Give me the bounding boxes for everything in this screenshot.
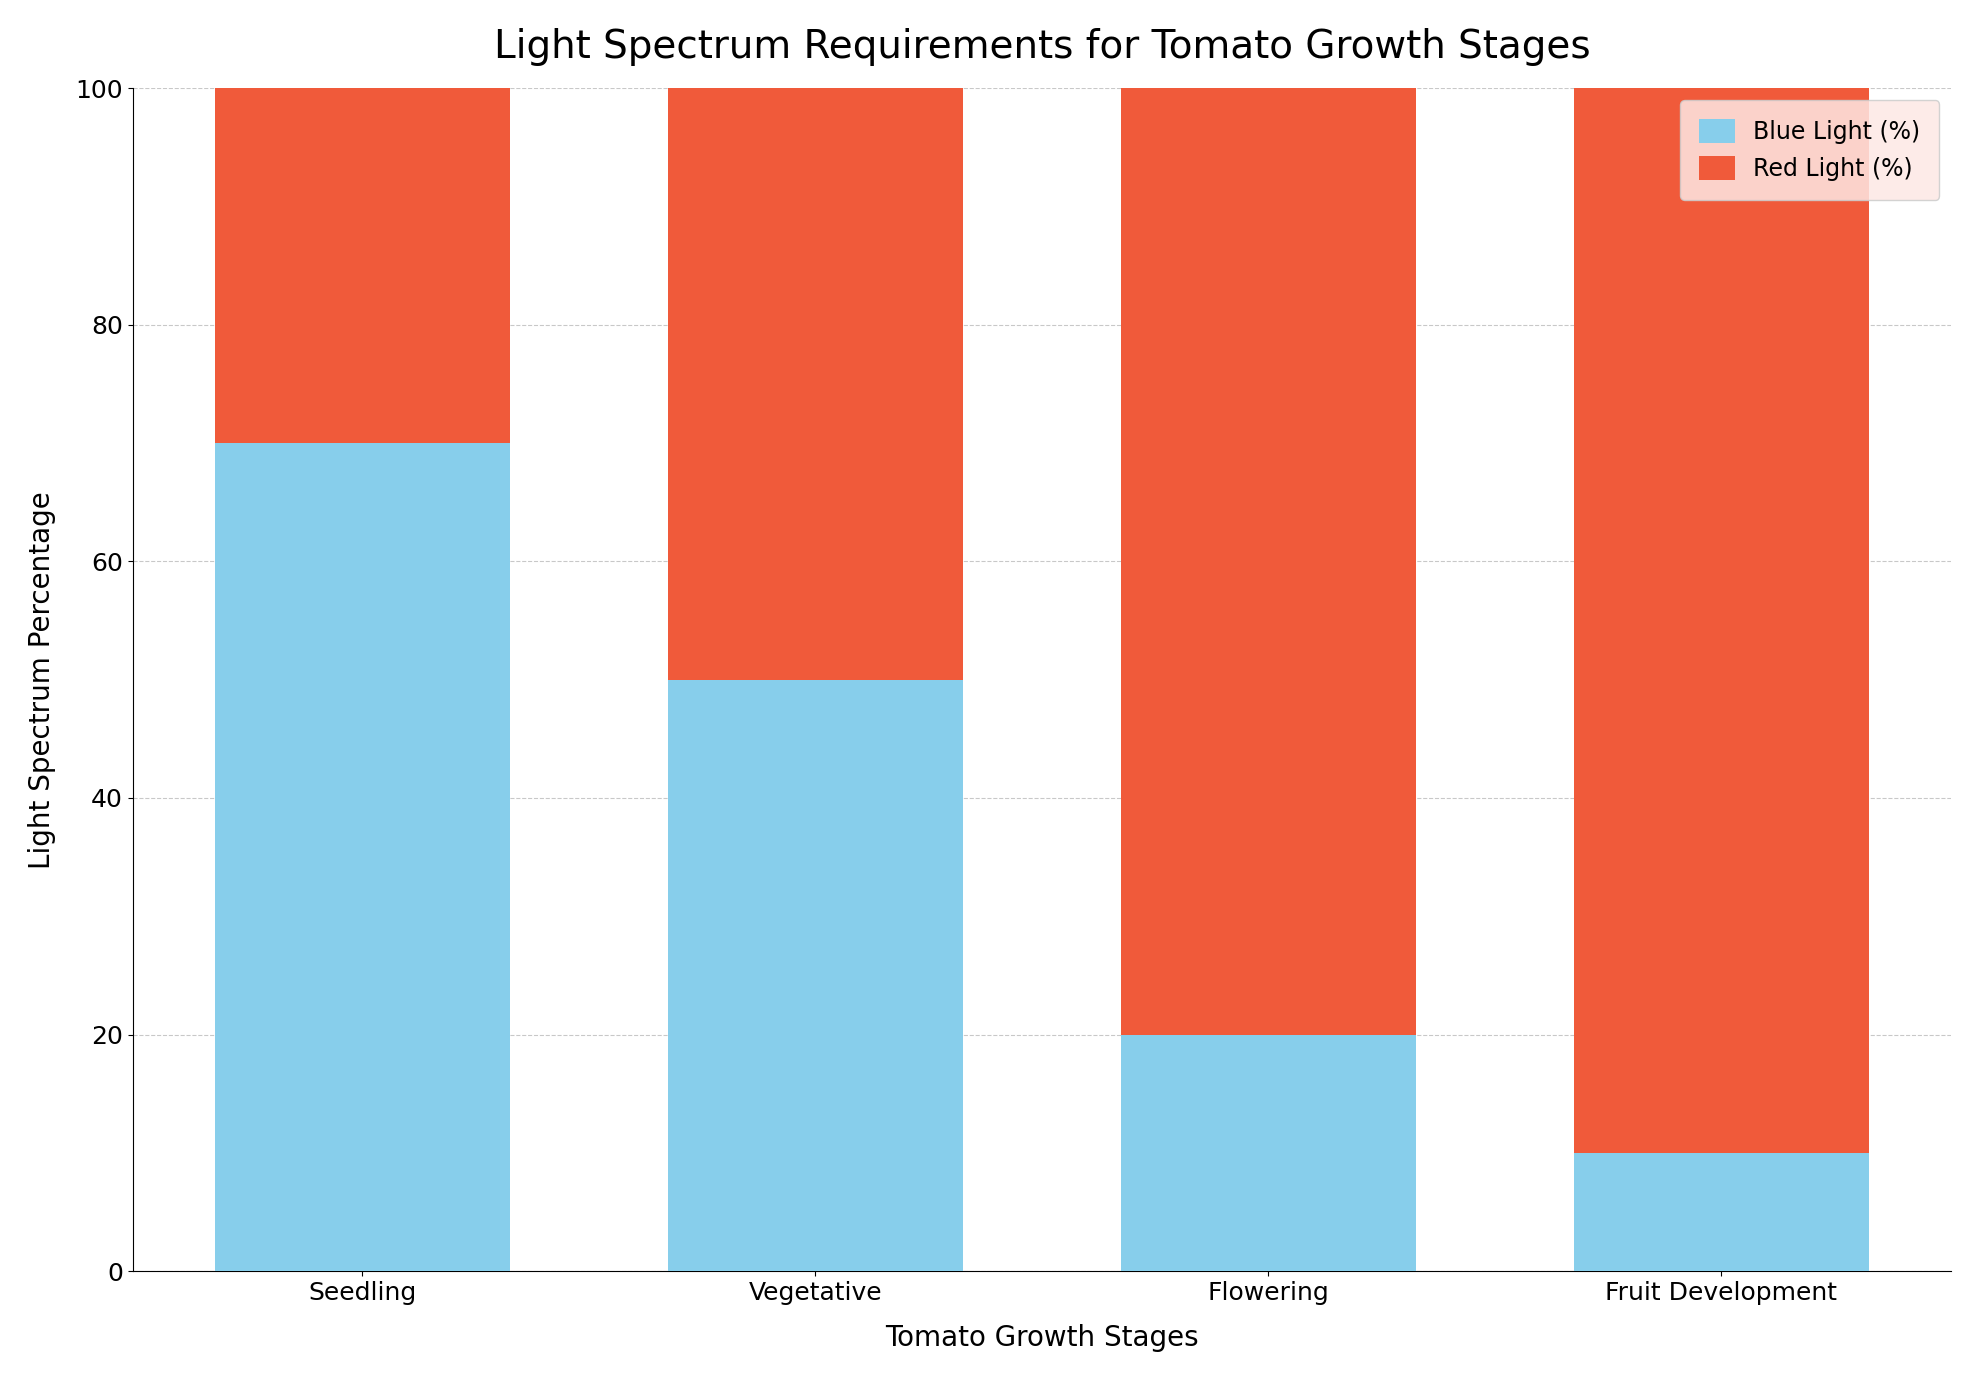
- Bar: [216, 88, 511, 443]
- Bar: [669, 88, 962, 680]
- Bar: [1573, 1152, 1868, 1271]
- Y-axis label: Light Spectrum Percentage: Light Spectrum Percentage: [28, 491, 55, 868]
- Bar: [1122, 1035, 1415, 1271]
- Title: Light Spectrum Requirements for Tomato Growth Stages: Light Spectrum Requirements for Tomato G…: [493, 28, 1591, 66]
- Bar: [1573, 88, 1868, 1152]
- X-axis label: Tomato Growth Stages: Tomato Growth Stages: [885, 1325, 1199, 1352]
- Legend: Blue Light (%), Red Light (%): Blue Light (%), Red Light (%): [1680, 101, 1939, 200]
- Bar: [669, 680, 962, 1271]
- Bar: [1122, 88, 1415, 1035]
- Bar: [216, 443, 511, 1271]
